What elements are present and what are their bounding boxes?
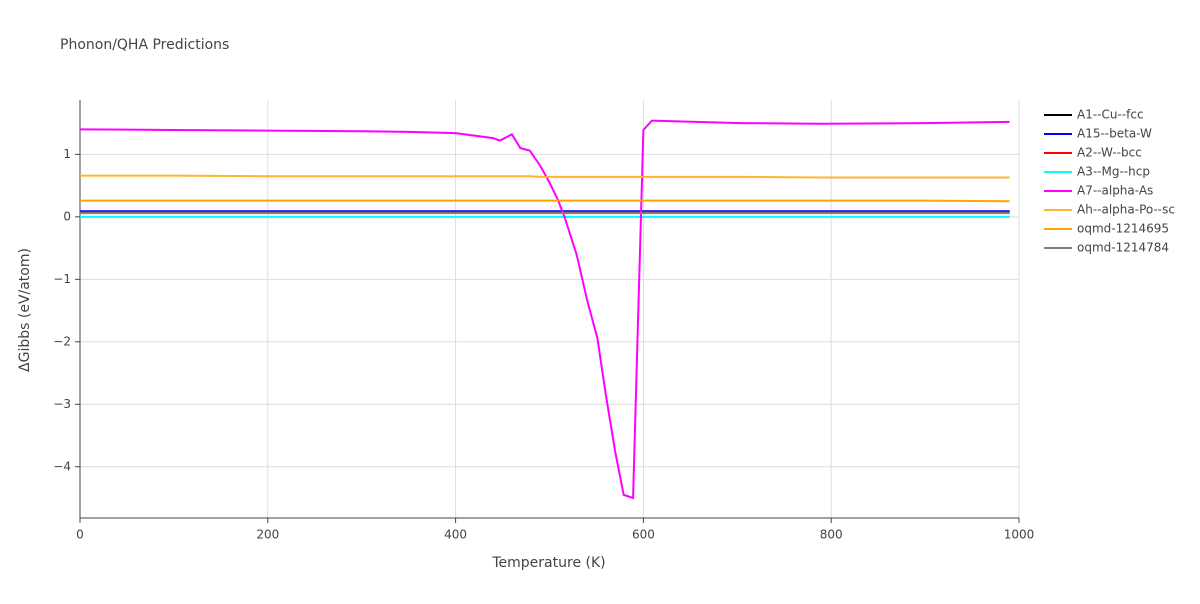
legend-label: A1--Cu--fcc [1077, 108, 1144, 122]
y-tick-label: −4 [53, 459, 71, 473]
y-tick-label: 0 [63, 209, 71, 223]
y-tick-label: 1 [63, 147, 71, 161]
x-tick-label: 600 [632, 528, 655, 542]
series-line [79, 119, 1010, 500]
x-tick-label: 400 [444, 528, 467, 542]
x-tick-label: 800 [820, 528, 843, 542]
y-tick-label: −1 [53, 272, 71, 286]
y-tick-label: −2 [53, 334, 71, 348]
x-axis-title: Temperature (K) [491, 555, 605, 571]
x-tick-label: 1000 [1004, 528, 1035, 542]
y-tick-label: −3 [53, 397, 71, 411]
x-tick-label: 200 [256, 528, 279, 542]
legend-label: A3--Mg--hcp [1077, 165, 1150, 179]
legend-label: A2--W--bcc [1077, 146, 1142, 160]
series-line [80, 174, 1010, 179]
x-tick-label: 0 [76, 528, 84, 542]
series-line [80, 199, 1010, 203]
legend-label: oqmd-1214784 [1077, 241, 1169, 255]
legend-label: Ah--alpha-Po--sc [1077, 203, 1175, 217]
y-axis-title: ΔGibbs (eV/atom) [17, 248, 33, 372]
legend-label: oqmd-1214695 [1077, 222, 1169, 236]
legend-label: A7--alpha-As [1077, 184, 1153, 198]
legend-label: A15--beta-W [1077, 127, 1152, 141]
chart-title: Phonon/QHA Predictions [60, 37, 229, 53]
